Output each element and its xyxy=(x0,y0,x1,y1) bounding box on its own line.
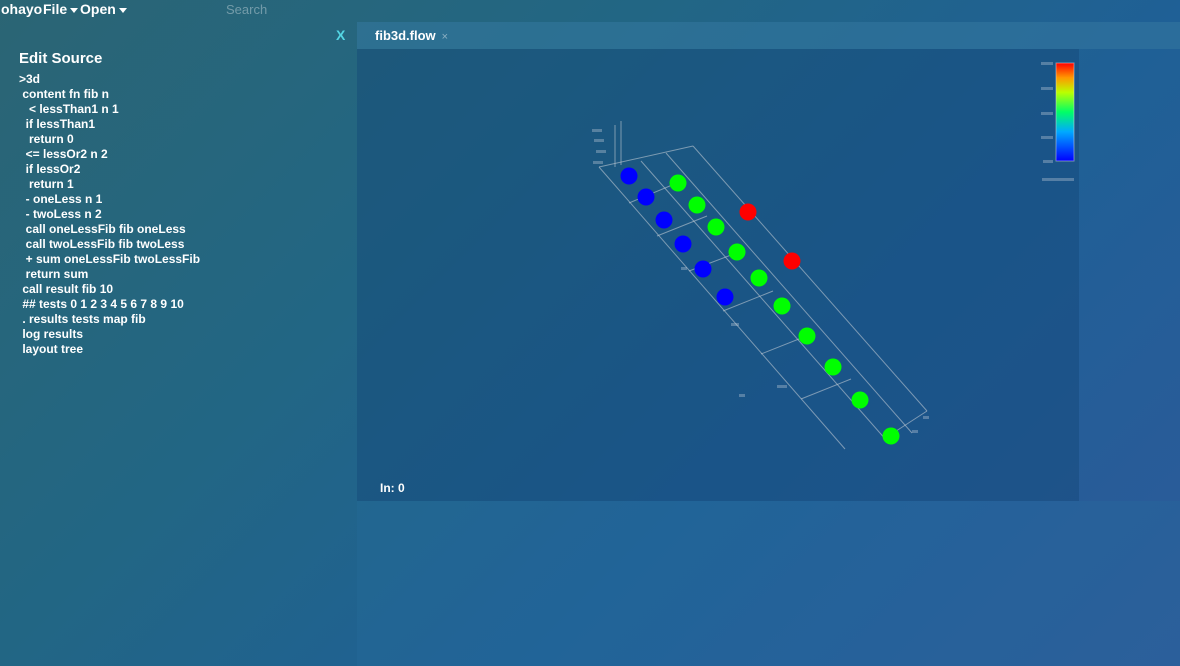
legend-tick xyxy=(1041,136,1053,139)
edit-source-panel: X Edit Source >3d content fn fib n < les… xyxy=(0,20,357,666)
data-point xyxy=(716,288,734,306)
data-point xyxy=(694,260,712,278)
data-point xyxy=(728,243,746,261)
data-point xyxy=(739,203,757,221)
input-status: In: 0 xyxy=(380,481,405,495)
scatter-3d-canvas[interactable] xyxy=(357,49,1079,501)
data-point xyxy=(750,269,768,287)
legend-tick xyxy=(1042,178,1074,181)
tab-label: fib3d.flow xyxy=(375,28,436,43)
source-editor[interactable]: >3d content fn fib n < lessThan1 n 1 if … xyxy=(19,72,201,356)
data-point xyxy=(669,174,687,192)
data-points xyxy=(620,167,900,445)
data-point xyxy=(773,297,791,315)
data-point xyxy=(688,196,706,214)
legend-tick xyxy=(1041,87,1053,90)
color-scale-bar xyxy=(1055,62,1075,162)
data-point xyxy=(637,188,655,206)
close-panel-button[interactable]: X xyxy=(336,27,346,43)
data-point xyxy=(798,327,816,345)
open-menu-label: Open xyxy=(80,1,116,17)
scatter-3d-view[interactable]: In: 0 xyxy=(357,49,1079,501)
data-point xyxy=(620,167,638,185)
tab-strip: fib3d.flow × xyxy=(357,22,1180,49)
data-point xyxy=(655,211,673,229)
app-menu[interactable]: ohayo xyxy=(1,1,42,17)
data-point xyxy=(707,218,725,236)
data-point xyxy=(674,235,692,253)
data-point xyxy=(783,252,801,270)
tab-fib3d-flow[interactable]: fib3d.flow × xyxy=(375,28,448,43)
menu-bar: ohayo File Open xyxy=(0,0,1180,20)
legend-tick xyxy=(1043,160,1053,163)
data-point xyxy=(851,391,869,409)
legend-tick xyxy=(1041,62,1053,65)
app-name: ohayo xyxy=(1,1,43,17)
output-area xyxy=(357,501,1180,666)
close-tab-icon[interactable]: × xyxy=(441,31,449,43)
file-menu[interactable]: File xyxy=(43,1,79,17)
legend-tick xyxy=(1041,112,1053,115)
panel-title: Edit Source xyxy=(19,50,103,67)
color-legend xyxy=(1041,62,1075,181)
file-menu-label: File xyxy=(43,1,68,17)
axis-tick-marks xyxy=(592,129,929,433)
data-point xyxy=(882,427,900,445)
search-input[interactable] xyxy=(226,1,406,17)
chevron-down-icon xyxy=(70,7,79,13)
open-menu[interactable]: Open xyxy=(80,1,127,17)
grid-plane xyxy=(598,121,928,450)
data-point xyxy=(824,358,842,376)
chevron-down-icon xyxy=(118,7,127,13)
